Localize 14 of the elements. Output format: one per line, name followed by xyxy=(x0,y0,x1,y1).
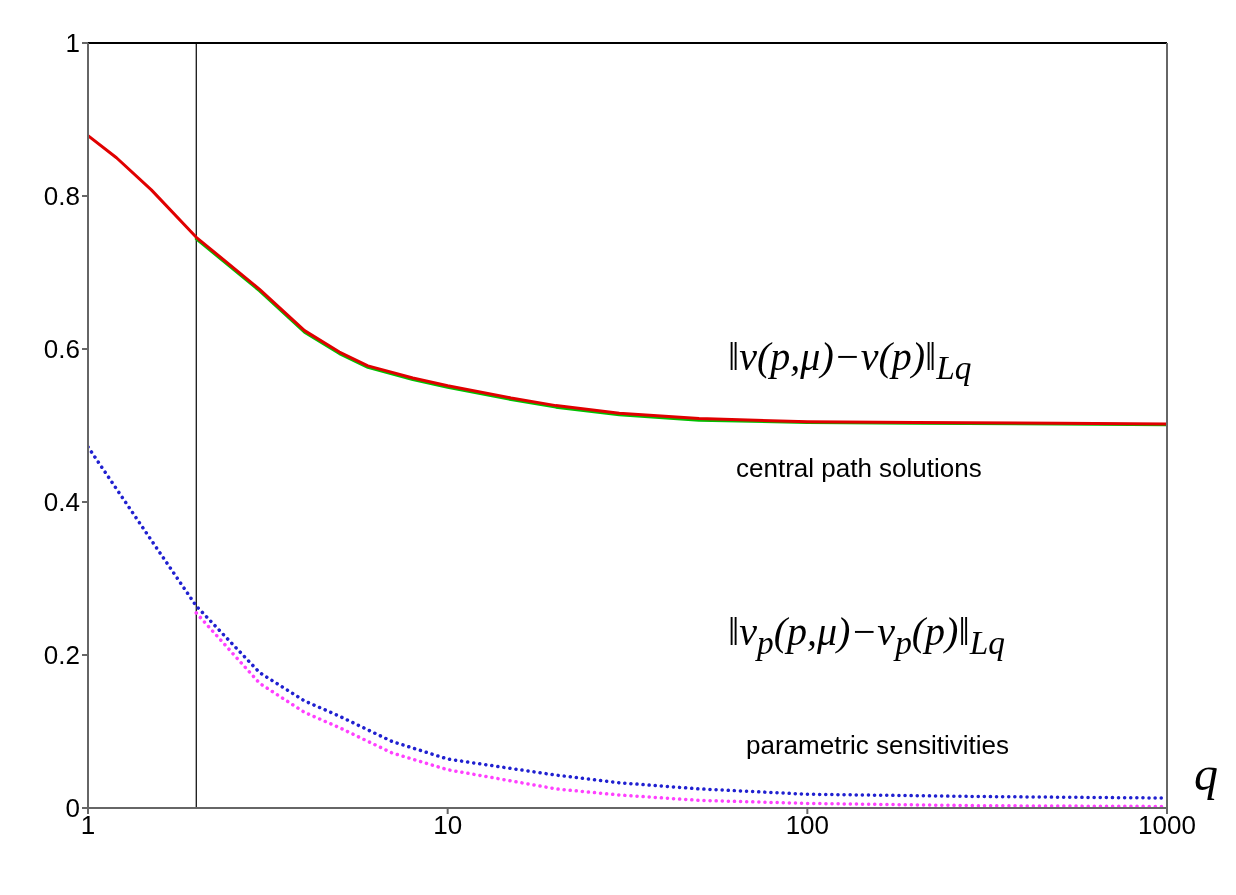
x-tick-label: 1000 xyxy=(1138,810,1196,841)
y-tick-label: 1 xyxy=(65,28,80,59)
annotation: parametric sensitivities xyxy=(746,730,1009,761)
y-tick-label: 0.2 xyxy=(43,640,80,671)
x-tick-label: 100 xyxy=(785,810,830,841)
y-tick-label: 0 xyxy=(65,793,80,824)
y-tick-label: 0.8 xyxy=(43,181,80,212)
annotation: central path solutions xyxy=(736,453,982,484)
annotation: ‖v$_{p}$(p,μ)−v$_{p}$(p)‖$_{Lq}$ xyxy=(728,608,1005,662)
y-tick-label: 0.4 xyxy=(43,487,80,518)
x-axis-title: q xyxy=(1194,746,1218,801)
annotation: ‖v(p,μ)−v(p)‖$_{Lq}$ xyxy=(728,333,972,387)
y-tick-label: 0.6 xyxy=(43,334,80,365)
x-tick-label: 10 xyxy=(433,810,463,841)
